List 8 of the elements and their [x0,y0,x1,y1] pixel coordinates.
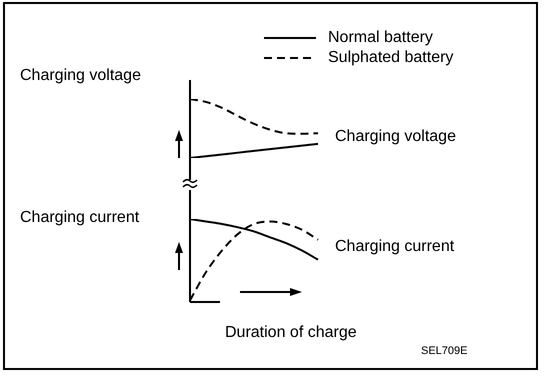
legend-label: Normal battery [328,29,433,47]
y-axis-title: Charging current [20,209,140,227]
text: Charging current [335,238,454,256]
text: SEL709E [421,345,468,358]
legend-label: Sulphated battery [328,49,454,67]
text: Charging voltage [335,128,456,146]
y-axis-title: Charging voltage [20,67,141,85]
x-axis-title: Duration of charge [225,324,357,342]
